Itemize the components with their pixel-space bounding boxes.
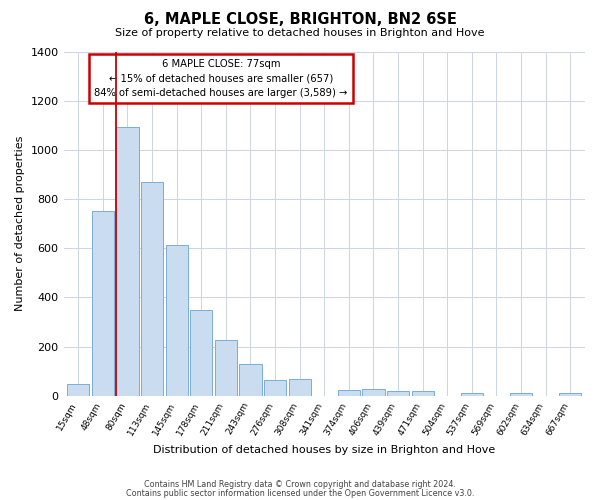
Bar [338,390,360,396]
Bar [239,364,262,396]
Bar [510,393,532,396]
Bar [215,340,237,396]
Bar [461,394,483,396]
Text: Contains HM Land Registry data © Crown copyright and database right 2024.: Contains HM Land Registry data © Crown c… [144,480,456,489]
Bar [116,126,139,396]
Bar [362,389,385,396]
Text: 6 MAPLE CLOSE: 77sqm
← 15% of detached houses are smaller (657)
84% of semi-deta: 6 MAPLE CLOSE: 77sqm ← 15% of detached h… [94,59,347,98]
Bar [67,384,89,396]
X-axis label: Distribution of detached houses by size in Brighton and Hove: Distribution of detached houses by size … [153,445,496,455]
Bar [264,380,286,396]
Text: 6, MAPLE CLOSE, BRIGHTON, BN2 6SE: 6, MAPLE CLOSE, BRIGHTON, BN2 6SE [143,12,457,28]
Bar [412,392,434,396]
Bar [559,393,581,396]
Text: Size of property relative to detached houses in Brighton and Hove: Size of property relative to detached ho… [115,28,485,38]
Bar [387,391,409,396]
Y-axis label: Number of detached properties: Number of detached properties [15,136,25,312]
Text: Contains public sector information licensed under the Open Government Licence v3: Contains public sector information licen… [126,488,474,498]
Bar [289,378,311,396]
Bar [92,212,114,396]
Bar [166,244,188,396]
Bar [141,182,163,396]
Bar [190,310,212,396]
